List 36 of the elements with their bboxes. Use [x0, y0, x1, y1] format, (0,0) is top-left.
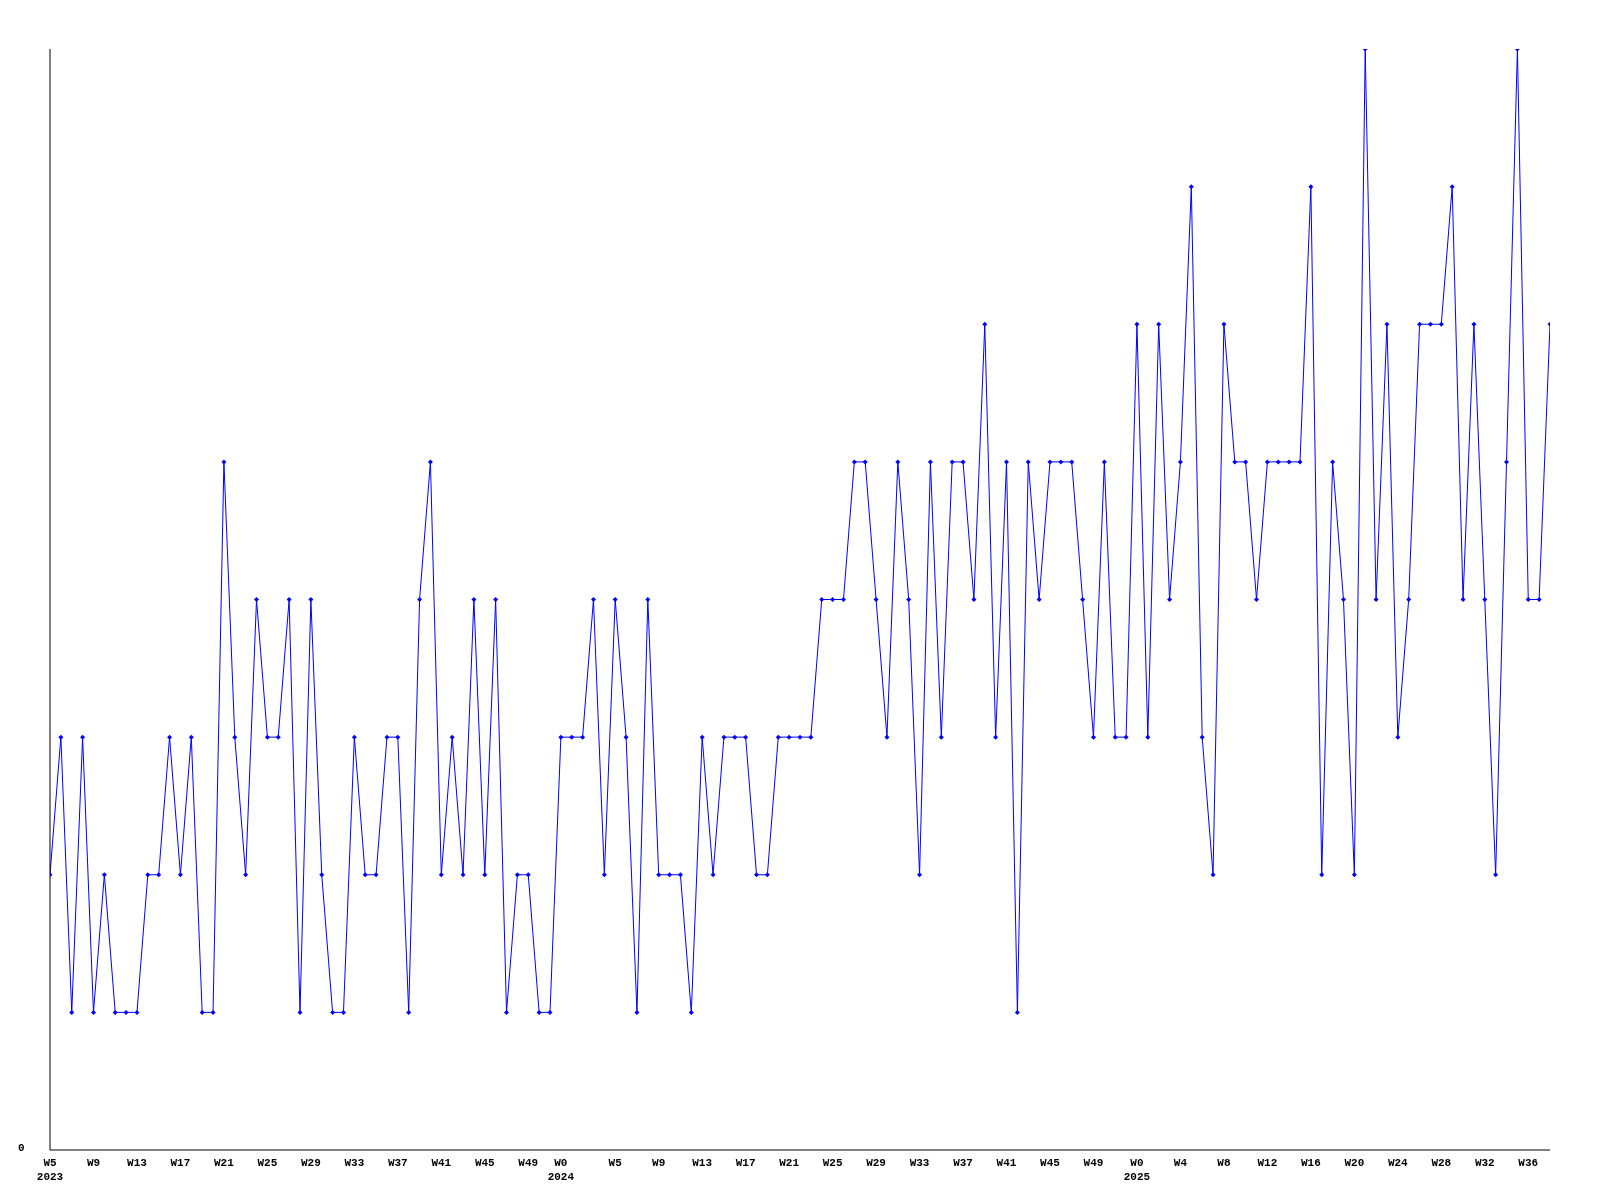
x-tick-label: W24: [1387, 1157, 1409, 1169]
x-tick-label: W0 2024: [547, 1157, 575, 1183]
x-tick-label: W29: [300, 1157, 321, 1169]
x-tick-label: W13: [127, 1157, 148, 1169]
x-tick-label: W41: [996, 1157, 1017, 1169]
x-tick-label: W13: [692, 1157, 713, 1169]
x-tick-label: W9: [86, 1157, 101, 1169]
x-tick-label: W5 2023: [36, 1157, 64, 1183]
x-tick-label: W0 2025: [1123, 1157, 1151, 1183]
x-tick-label: W28: [1431, 1157, 1452, 1169]
x-tick-label: W49: [518, 1157, 539, 1169]
x-tick-label: W49: [1083, 1157, 1104, 1169]
x-tick-label: W41: [431, 1157, 452, 1169]
x-tick-label: W25: [822, 1157, 843, 1169]
x-tick-label: W29: [866, 1157, 886, 1169]
x-tick-label: W37: [953, 1157, 973, 1169]
x-tick-label: W17: [735, 1157, 756, 1169]
x-tick-label: W45: [474, 1157, 496, 1169]
x-tick-label: W32: [1474, 1157, 1495, 1169]
x-tick-label: W16: [1300, 1157, 1321, 1169]
x-tick-label: W21: [214, 1157, 235, 1169]
text: 0: [18, 1142, 25, 1154]
x-tick-label: W37: [387, 1157, 408, 1169]
x-tick-label: W8: [1217, 1157, 1231, 1169]
x-tick-label: W4: [1173, 1157, 1188, 1169]
x-tick-label: W33: [909, 1157, 930, 1169]
x-tick-label: W36: [1518, 1157, 1539, 1169]
x-tick-label: W12: [1257, 1157, 1278, 1169]
x-tick-label: W20: [1344, 1157, 1365, 1169]
x-tick-label: W25: [257, 1157, 278, 1169]
x-tick-label: W33: [344, 1157, 365, 1169]
x-tick-label: W17: [170, 1157, 191, 1169]
x-tick-label: W21: [779, 1157, 800, 1169]
x-tick-label: W5: [608, 1157, 623, 1169]
x-tick-label: W9: [652, 1157, 666, 1169]
x-tick-label: W45: [1040, 1157, 1061, 1169]
